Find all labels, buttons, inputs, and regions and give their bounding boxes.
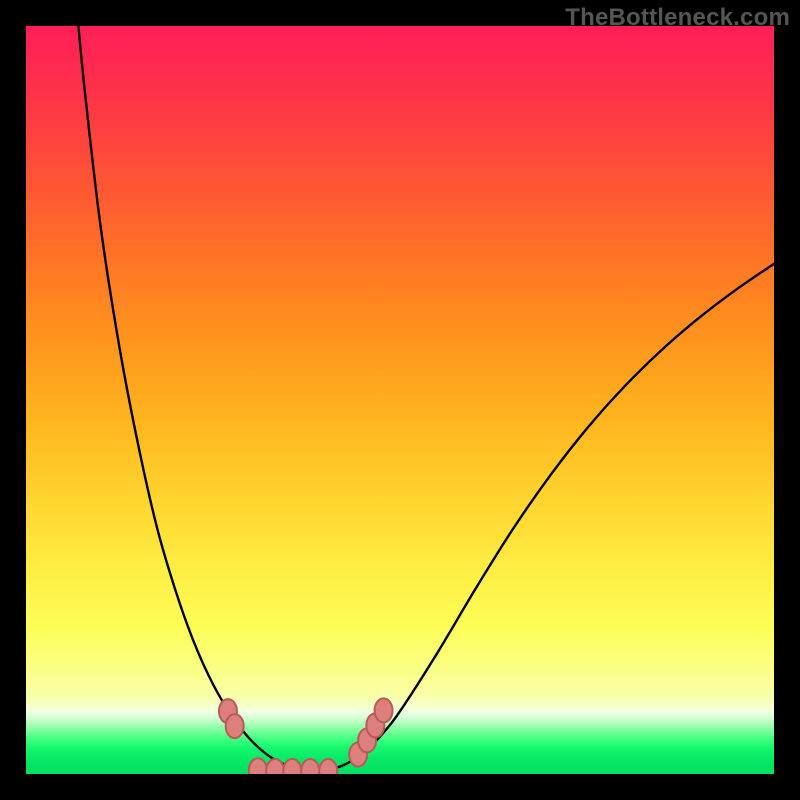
watermark-text: TheBottleneck.com (565, 4, 790, 32)
curve-marker (226, 714, 244, 738)
chart-background-gradient (26, 26, 774, 774)
bottleneck-chart-svg (0, 0, 800, 800)
chart-frame: TheBottleneck.com (0, 0, 800, 800)
curve-marker (375, 698, 393, 722)
